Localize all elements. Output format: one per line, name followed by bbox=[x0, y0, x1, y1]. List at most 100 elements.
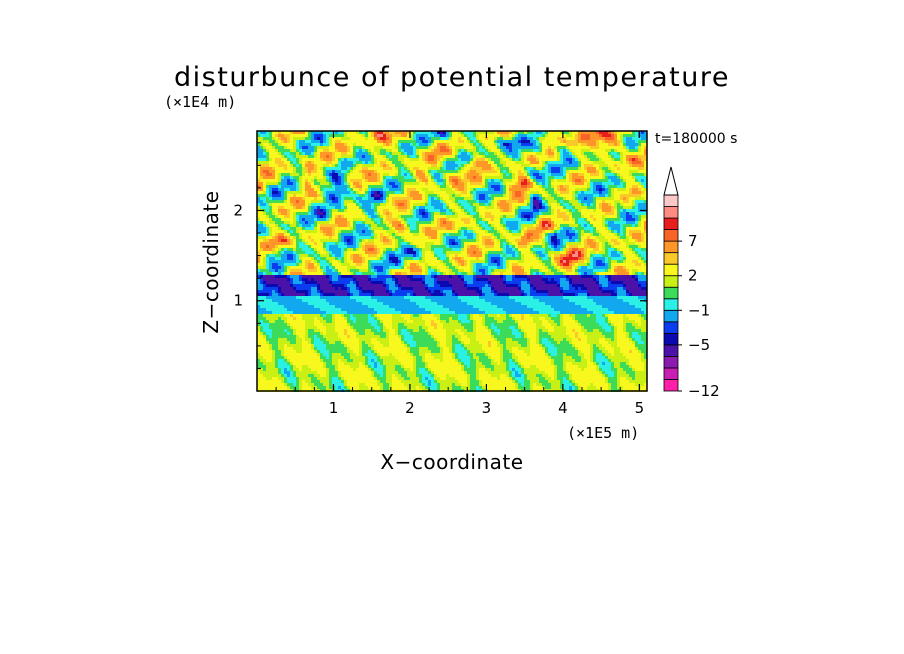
field-cell bbox=[374, 209, 377, 212]
field-cell bbox=[383, 185, 386, 188]
field-cell bbox=[380, 230, 383, 233]
field-cell bbox=[392, 134, 395, 137]
field-cell bbox=[584, 236, 587, 239]
field-cell bbox=[434, 230, 437, 233]
field-cell bbox=[275, 134, 278, 137]
field-cell bbox=[440, 230, 443, 233]
field-cell bbox=[428, 176, 431, 179]
field-cell bbox=[578, 176, 581, 179]
field-cell bbox=[581, 179, 584, 182]
field-cell bbox=[560, 188, 563, 191]
field-cell bbox=[491, 242, 494, 245]
field-cell bbox=[302, 242, 305, 245]
field-cell bbox=[467, 242, 470, 245]
field-cell bbox=[464, 152, 467, 155]
field-cell bbox=[311, 149, 314, 152]
field-cell bbox=[395, 203, 398, 206]
field-cell bbox=[290, 185, 293, 188]
field-cell bbox=[557, 140, 560, 143]
field-cell bbox=[341, 236, 344, 239]
field-cell bbox=[617, 233, 620, 236]
field-cell bbox=[548, 197, 551, 200]
field-cell bbox=[572, 131, 575, 134]
field-cell bbox=[272, 233, 275, 236]
field-cell bbox=[578, 152, 581, 155]
field-cell bbox=[611, 173, 614, 176]
field-cell bbox=[554, 227, 557, 230]
field-cell bbox=[290, 206, 293, 209]
field-cell bbox=[404, 131, 407, 134]
field-cell bbox=[602, 167, 605, 170]
field-cell bbox=[287, 218, 290, 221]
field-cell bbox=[461, 131, 464, 134]
field-cell bbox=[515, 167, 518, 170]
field-cell bbox=[296, 233, 299, 236]
field-cell bbox=[332, 155, 335, 158]
field-cell bbox=[449, 221, 452, 224]
field-cell bbox=[632, 158, 635, 161]
field-cell bbox=[587, 149, 590, 152]
field-cell bbox=[320, 218, 323, 221]
field-cell bbox=[353, 155, 356, 158]
field-cell bbox=[257, 149, 260, 152]
field-cell bbox=[347, 212, 350, 215]
field-cell bbox=[380, 149, 383, 152]
field-cell bbox=[284, 149, 287, 152]
field-cell bbox=[362, 158, 365, 161]
field-cell bbox=[365, 209, 368, 212]
field-cell bbox=[350, 164, 353, 167]
field-cell bbox=[629, 215, 632, 218]
field-cell bbox=[449, 176, 452, 179]
field-cell bbox=[629, 209, 632, 212]
field-cell bbox=[644, 191, 647, 194]
field-cell bbox=[632, 131, 635, 134]
field-cell bbox=[461, 185, 464, 188]
field-cell bbox=[509, 179, 512, 182]
field-cell bbox=[509, 230, 512, 233]
field-cell bbox=[509, 131, 512, 134]
field-cell bbox=[413, 212, 416, 215]
field-cell bbox=[293, 167, 296, 170]
field-cell bbox=[611, 233, 614, 236]
field-cell bbox=[593, 218, 596, 221]
field-cell bbox=[485, 239, 488, 242]
field-cell bbox=[614, 221, 617, 224]
field-cell bbox=[569, 194, 572, 197]
field-cell bbox=[458, 188, 461, 191]
field-cell bbox=[341, 158, 344, 161]
field-cell bbox=[629, 164, 632, 167]
field-cell bbox=[560, 221, 563, 224]
field-cell bbox=[422, 242, 425, 245]
field-cell bbox=[374, 221, 377, 224]
field-cell bbox=[494, 206, 497, 209]
field-cell bbox=[533, 170, 536, 173]
field-cell bbox=[362, 221, 365, 224]
field-cell bbox=[383, 206, 386, 209]
field-cell bbox=[557, 164, 560, 167]
field-cell bbox=[419, 209, 422, 212]
field-cell bbox=[560, 143, 563, 146]
field-cell bbox=[380, 236, 383, 239]
field-cell bbox=[368, 140, 371, 143]
field-cell bbox=[599, 212, 602, 215]
field-cell bbox=[461, 173, 464, 176]
field-cell bbox=[470, 239, 473, 242]
field-cell bbox=[287, 197, 290, 200]
field-cell bbox=[344, 137, 347, 140]
field-cell bbox=[536, 146, 539, 149]
field-cell bbox=[473, 200, 476, 203]
field-cell bbox=[407, 212, 410, 215]
field-cell bbox=[527, 218, 530, 221]
field-cell bbox=[521, 161, 524, 164]
field-cell bbox=[416, 200, 419, 203]
field-cell bbox=[299, 134, 302, 137]
field-cell bbox=[383, 167, 386, 170]
field-cell bbox=[359, 152, 362, 155]
field-cell bbox=[512, 221, 515, 224]
field-cell bbox=[440, 134, 443, 137]
field-cell bbox=[563, 158, 566, 161]
field-cell bbox=[350, 143, 353, 146]
field-cell bbox=[368, 242, 371, 245]
field-cell bbox=[395, 245, 398, 248]
field-cell bbox=[572, 146, 575, 149]
